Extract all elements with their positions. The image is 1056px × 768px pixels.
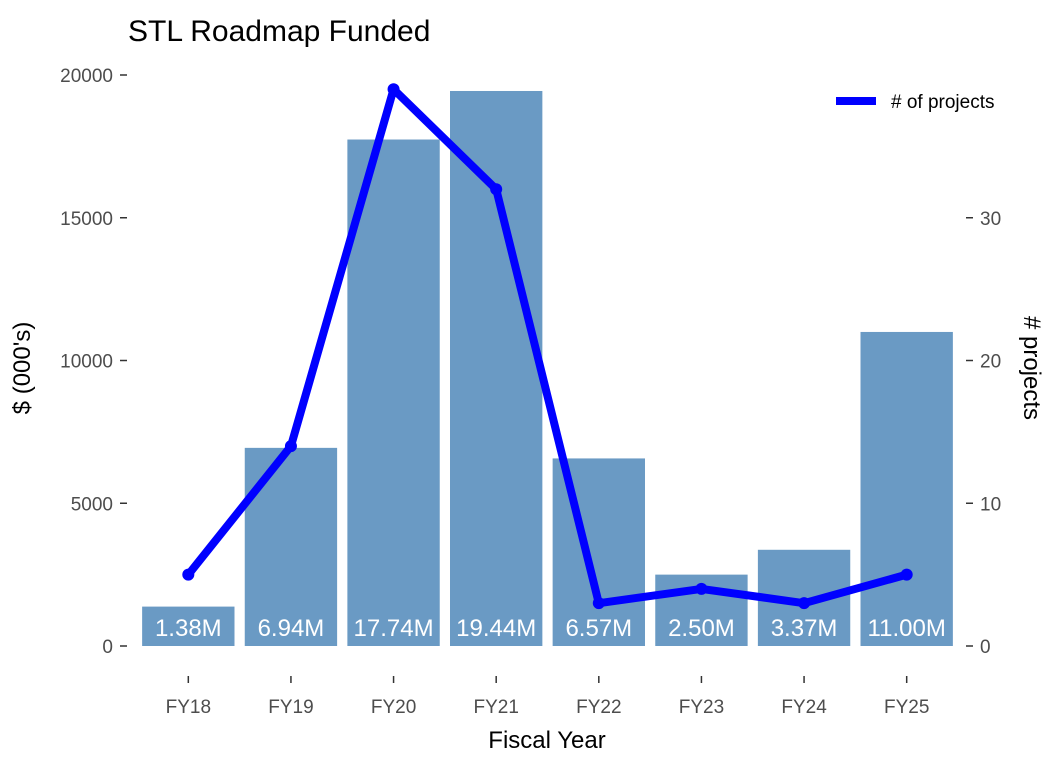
projects-point-fy18 xyxy=(182,568,195,581)
y-axis-title: $ (000's) xyxy=(9,322,36,415)
x-tick-label: FY19 xyxy=(268,697,313,718)
chart-title: STL Roadmap Funded xyxy=(128,15,430,48)
right-axis: 0 10 20 30 xyxy=(966,209,1001,658)
bar-labels-layer: 1.38M 6.94M 17.74M 19.44M 6.57M 2.50M 3.37M 11.… xyxy=(155,615,946,642)
y2-tick-label: 10 xyxy=(980,494,1001,515)
projects-point-fy20 xyxy=(387,83,400,96)
y-tick-label: 10000 xyxy=(60,352,113,373)
projects-point-fy25 xyxy=(900,568,913,581)
bar-value-label: 11.00M xyxy=(868,615,946,642)
y2-axis-title: # projects xyxy=(1018,316,1045,420)
x-tick-label: FY24 xyxy=(781,697,827,718)
bar-fy18 xyxy=(142,606,235,646)
line-layer xyxy=(182,83,913,610)
projects-point-fy22 xyxy=(592,597,605,610)
legend: # of projects xyxy=(836,92,995,113)
bar-value-label: 2.50M xyxy=(668,615,735,642)
bar-value-label: 19.44M xyxy=(456,615,536,642)
bar-value-label: 1.38M xyxy=(155,615,222,642)
projects-point-fy24 xyxy=(798,597,811,610)
bar-fy21 xyxy=(450,90,543,647)
x-tick-label: FY21 xyxy=(473,697,518,718)
x-axis-title: Fiscal Year xyxy=(488,727,605,754)
y2-tick-label: 20 xyxy=(980,352,1001,373)
projects-point-fy23 xyxy=(695,582,708,595)
y-tick-label: 5000 xyxy=(71,494,113,515)
y2-tick-label: 30 xyxy=(980,209,1001,230)
x-tick-label: FY18 xyxy=(166,697,211,718)
x-axis: FY18 FY19 FY20 FY21 FY22 FY23 FY24 FY25 xyxy=(166,676,929,718)
projects-line xyxy=(184,85,911,608)
y-tick-label: 20000 xyxy=(60,66,113,87)
bars-layer xyxy=(142,90,953,647)
legend-label: # of projects xyxy=(891,92,995,113)
y2-tick-label: 0 xyxy=(980,637,991,658)
bar-value-label: 6.57M xyxy=(565,615,632,642)
bar-fy25 xyxy=(860,331,953,646)
x-tick-label: FY20 xyxy=(371,697,416,718)
bar-value-label: 6.94M xyxy=(258,615,325,642)
projects-point-fy19 xyxy=(284,440,297,453)
y-tick-label: 0 xyxy=(102,637,113,658)
y-tick-label: 15000 xyxy=(60,209,113,230)
x-tick-label: FY23 xyxy=(679,697,724,718)
x-tick-label: FY25 xyxy=(884,697,929,718)
bar-value-label: 17.74M xyxy=(354,615,434,642)
projects-point-fy21 xyxy=(490,183,503,196)
bar-value-label: 3.37M xyxy=(771,615,838,642)
x-tick-label: FY22 xyxy=(576,697,621,718)
left-axis: 0 5000 10000 15000 20000 xyxy=(60,66,127,658)
bar-fy20 xyxy=(347,139,440,646)
